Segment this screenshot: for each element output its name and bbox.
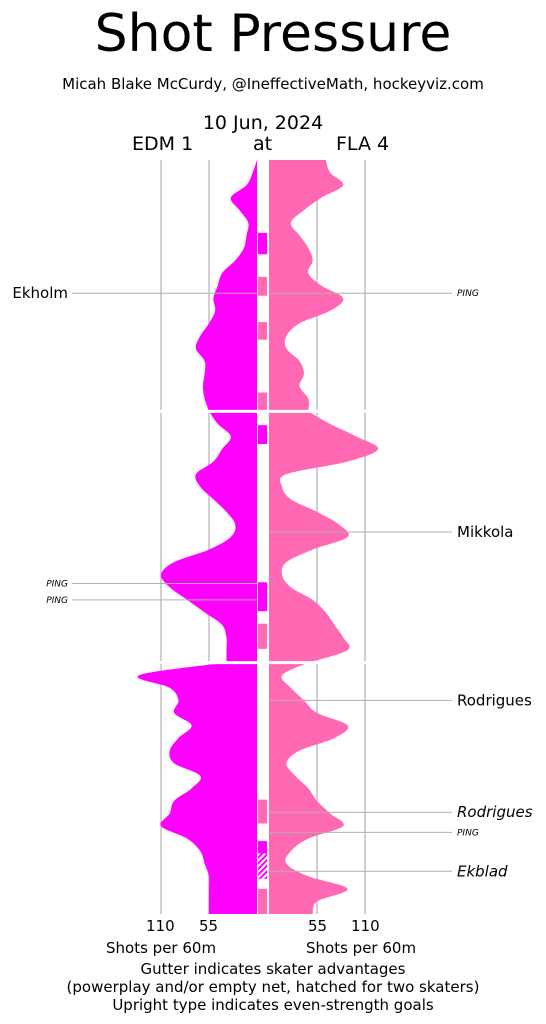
footer-line-2: (powerplay and/or empty net, hatched for… [66,978,480,996]
x-axis-label-right: Shots per 60m [306,939,417,957]
chart-subtitle: Micah Blake McCurdy, @IneffectiveMath, h… [62,75,484,93]
gutter-bar-fla-7 [258,623,267,649]
gutter-bar-fla-8 [258,799,267,824]
footer-line-3: Upright type indicates even-strength goa… [112,996,434,1014]
goal-label-ekblad-9: Ekblad [457,862,508,880]
goal-label-mikkola-3: Mikkola [457,523,513,541]
gutter-bar-edm-6 [258,582,267,612]
game-date: 10 Jun, 2024 [202,112,324,134]
goal-label-ekholm-1: Ekholm [12,284,68,302]
area-edm-period-1 [195,160,257,412]
x-tick-right-110: 110 [351,917,380,935]
pressure-areas [137,160,379,914]
goal-annotations: Ekholm PING Mikkola PING PING Rodrigues Rodrig… [12,284,532,880]
goal-label-ping-2: PING [457,289,479,299]
gutter-advantages [258,232,267,914]
gutter-bar-fla-11 [258,888,267,914]
gutter-bar-fla-2 [258,276,267,296]
goal-label-rodrigues-6: Rodrigues [457,691,532,709]
x-tick-left-110: 110 [146,917,175,935]
away-team-label: EDM 1 [132,133,194,155]
gutter-bar-edm-1 [258,232,267,255]
gutter-bar-edm-5 [258,425,267,445]
area-fla-period-2 [269,411,379,663]
at-label: at [253,133,273,155]
gutter-bar-edm-10 [258,853,267,879]
area-edm-period-3 [137,662,257,914]
x-axis-label-left: Shots per 60m [106,939,217,957]
area-fla-period-3 [269,662,349,914]
gutter-bar-edm-9 [258,841,267,854]
x-tick-left-55: 55 [199,917,219,935]
period-separators [150,409,420,665]
goal-label-ping-5: PING [46,596,68,606]
goal-label-ping-4: PING [46,579,68,589]
area-fla-period-1 [269,160,344,412]
goal-label-ping-8: PING [457,828,479,838]
gutter-bar-fla-4 [258,392,267,412]
chart-title: Shot Pressure [94,4,452,64]
footer-line-1: Gutter indicates skater advantages [140,960,406,978]
goal-label-rodrigues-7: Rodrigues [457,803,533,821]
gutter-bar-fla-3 [258,322,267,340]
x-tick-right-55: 55 [308,917,328,935]
home-team-label: FLA 4 [336,133,390,155]
